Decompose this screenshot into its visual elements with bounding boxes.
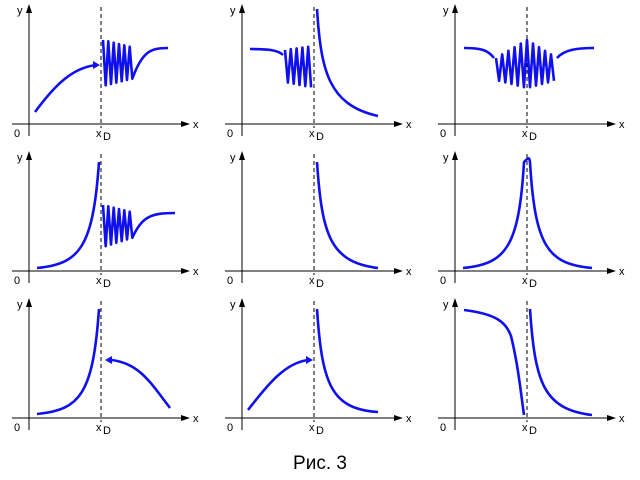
- x-axis-arrow-icon: [607, 268, 616, 274]
- x-axis-arrow-icon: [181, 121, 190, 127]
- origin-label: 0: [227, 275, 233, 287]
- y-axis-arrow-icon: [239, 151, 245, 160]
- x-axis-arrow-icon: [394, 415, 403, 421]
- y-axis-label: y: [17, 152, 23, 164]
- x-axis-arrow-icon: [181, 415, 190, 421]
- origin-label: 0: [14, 275, 20, 287]
- x-axis-label: x: [406, 266, 412, 278]
- curve-segment: [315, 161, 379, 270]
- y-axis-label: y: [443, 299, 449, 311]
- curve-segment: [463, 46, 496, 59]
- x-axis-label: x: [193, 413, 199, 425]
- xd-subscript: D: [103, 425, 111, 437]
- curve-segment: [111, 358, 172, 409]
- x-axis-arrow-icon: [394, 121, 403, 127]
- x-axis-label: x: [619, 266, 625, 278]
- xd-label: x: [96, 275, 102, 287]
- curve-segment: [462, 156, 593, 270]
- xd-subscript: D: [316, 278, 324, 290]
- curve-segment: [101, 204, 176, 248]
- xd-label: x: [309, 422, 315, 434]
- y-axis-arrow-icon: [26, 298, 32, 307]
- x-axis-label: x: [193, 266, 199, 278]
- y-axis-label: y: [230, 5, 236, 17]
- x-axis-label: x: [406, 413, 412, 425]
- xd-subscript: D: [316, 131, 324, 143]
- x-axis-label: x: [406, 119, 412, 131]
- y-axis-label: y: [230, 299, 236, 311]
- x-axis-label: x: [193, 119, 199, 131]
- origin-label: 0: [14, 422, 20, 434]
- xd-label: x: [309, 128, 315, 140]
- panel-8: yx0 x D: [225, 298, 412, 437]
- y-axis-arrow-icon: [239, 4, 245, 13]
- xd-subscript: D: [529, 278, 537, 290]
- origin-label: 0: [14, 128, 20, 140]
- origin-label: 0: [440, 128, 446, 140]
- curve-segment: [463, 308, 526, 416]
- x-axis-label: x: [619, 119, 625, 131]
- y-axis-arrow-icon: [26, 4, 32, 13]
- figure-caption: Рис. 3: [293, 453, 347, 474]
- xd-label: x: [522, 422, 528, 434]
- panel-7: yx0 x D: [12, 298, 199, 437]
- curve-segment: [283, 45, 313, 88]
- curve-segment: [101, 39, 169, 87]
- y-axis-arrow-icon: [239, 298, 245, 307]
- y-axis-label: y: [443, 5, 449, 17]
- curve-arrow-icon: [105, 356, 112, 364]
- curve-segment: [36, 308, 101, 416]
- curve-segment: [249, 47, 284, 57]
- curve-segment: [556, 46, 595, 59]
- xd-label: x: [96, 422, 102, 434]
- curve-segment: [36, 161, 101, 270]
- xd-label: x: [522, 128, 528, 140]
- y-axis-label: y: [17, 5, 23, 17]
- origin-label: 0: [440, 422, 446, 434]
- curve-segment: [494, 38, 556, 89]
- x-axis-arrow-icon: [607, 121, 616, 127]
- xd-subscript: D: [103, 131, 111, 143]
- curve-segment: [528, 308, 593, 417]
- xd-label: x: [96, 128, 102, 140]
- xd-label: x: [309, 275, 315, 287]
- curve-segment: [315, 308, 379, 414]
- panel-3: yx0 x D: [438, 4, 625, 143]
- panel-9: yx0 x D: [438, 298, 625, 437]
- y-axis-arrow-icon: [452, 298, 458, 307]
- panel-1: yx0 x D: [12, 4, 199, 143]
- panel-5: yx0 x D: [225, 151, 412, 290]
- curve-segment: [33, 63, 97, 113]
- y-axis-arrow-icon: [26, 151, 32, 160]
- xd-label: x: [522, 275, 528, 287]
- curve-segment: [315, 8, 379, 118]
- y-axis-label: y: [230, 152, 236, 164]
- curve-segment: [246, 358, 310, 411]
- y-axis-label: y: [17, 299, 23, 311]
- xd-subscript: D: [529, 131, 537, 143]
- x-axis-arrow-icon: [181, 268, 190, 274]
- y-axis-arrow-icon: [452, 151, 458, 160]
- x-axis-arrow-icon: [394, 268, 403, 274]
- x-axis-arrow-icon: [607, 415, 616, 421]
- panel-4: yx0 x D: [12, 151, 199, 290]
- xd-subscript: D: [529, 425, 537, 437]
- origin-label: 0: [227, 422, 233, 434]
- y-axis-arrow-icon: [452, 4, 458, 13]
- y-axis-label: y: [443, 152, 449, 164]
- x-axis-label: x: [619, 413, 625, 425]
- xd-subscript: D: [316, 425, 324, 437]
- panel-6: yx0 x D: [438, 151, 625, 290]
- xd-subscript: D: [103, 278, 111, 290]
- origin-label: 0: [440, 275, 446, 287]
- origin-label: 0: [227, 128, 233, 140]
- curve-arrow-icon: [306, 356, 313, 364]
- panel-2: yx0 x D: [225, 4, 412, 143]
- curve-arrow-icon: [93, 61, 100, 69]
